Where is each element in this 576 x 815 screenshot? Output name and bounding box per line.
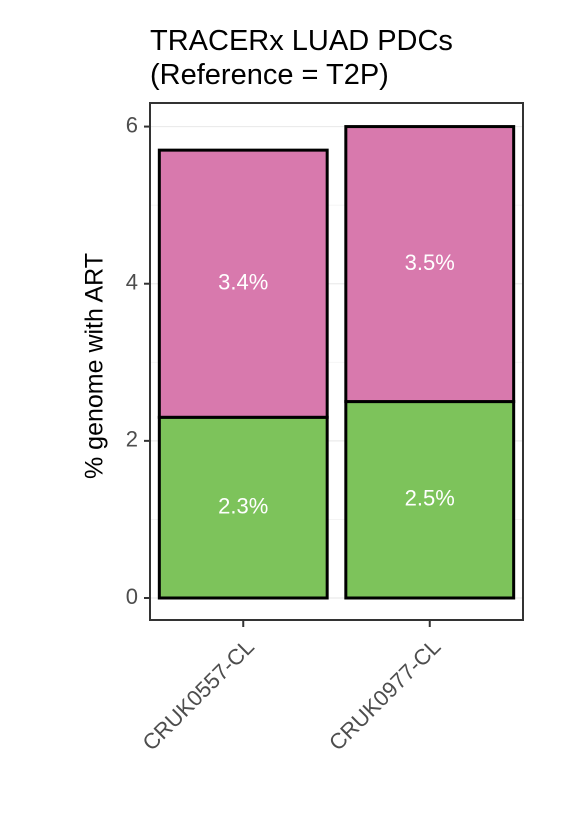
y-axis-title: % genome with ART bbox=[81, 253, 109, 479]
y-axis: 0 2 4 6 bbox=[126, 112, 150, 609]
bar-labels: 2.3% 3.4% 2.5% 3.5% bbox=[218, 250, 455, 519]
y-tick-label: 2 bbox=[126, 427, 138, 452]
bar-value-label: 2.3% bbox=[218, 493, 268, 518]
bar-value-label: 3.4% bbox=[218, 270, 268, 295]
chart-title-line1: TRACERx LUAD PDCs bbox=[150, 25, 453, 57]
y-tick-label: 6 bbox=[126, 112, 138, 137]
x-tick-label: CRUK0977-CL bbox=[324, 634, 445, 755]
x-tick-label: CRUK0557-CL bbox=[137, 634, 258, 755]
bar-segment bbox=[344, 125, 516, 404]
bar-segment bbox=[157, 148, 329, 419]
bar-segment bbox=[344, 400, 516, 600]
plot-border bbox=[149, 102, 524, 621]
bar-value-label: 3.5% bbox=[405, 250, 455, 275]
y-tick-label: 0 bbox=[126, 584, 138, 609]
y-tick-label: 4 bbox=[126, 270, 138, 295]
bar-value-label: 2.5% bbox=[405, 486, 455, 511]
bars bbox=[157, 125, 516, 600]
chart-subtitle: (Reference = T2P) bbox=[150, 59, 389, 91]
x-axis: CRUK0557-CL CRUK0977-CL bbox=[137, 620, 445, 755]
bar-segment bbox=[157, 415, 329, 600]
chart-title: TRACERx LUAD PDCs (Reference = T2P) bbox=[150, 24, 453, 92]
